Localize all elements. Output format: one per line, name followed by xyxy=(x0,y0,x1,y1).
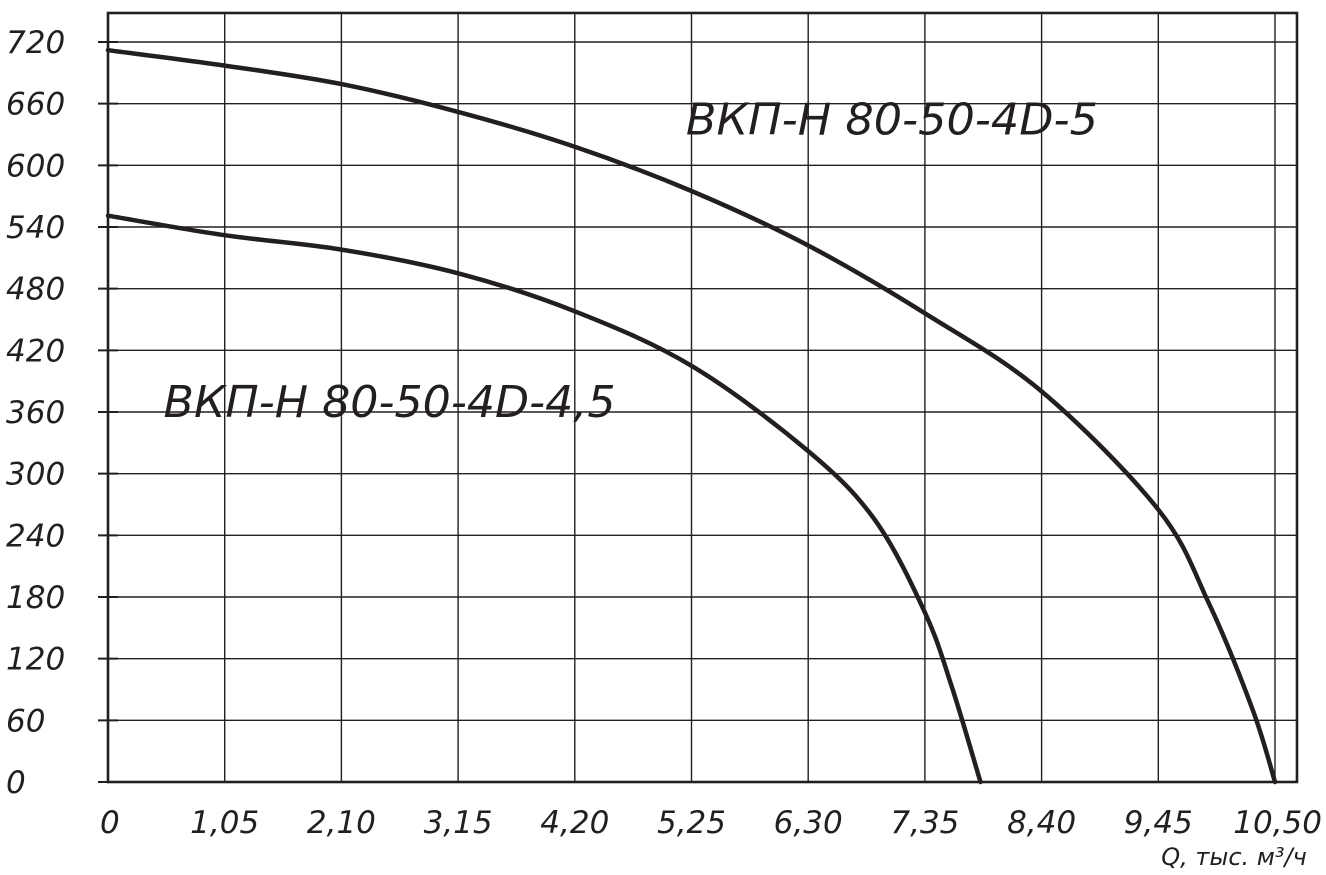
y-tick-label-3: 180 xyxy=(6,580,65,616)
x-axis-ticks: 0 1,05 2,10 3,15 4,20 5,25 6,30 7,35 8,40 9,45 10,… xyxy=(100,805,1322,841)
series-label-0: ВКП-Н 80-50-4D-5 xyxy=(686,95,1098,146)
x-tick-label-6: 6,30 xyxy=(774,805,843,841)
x-tick-label-3: 3,15 xyxy=(424,805,493,841)
x-tick-label-0: 0 xyxy=(100,805,120,841)
x-axis-title: Q, тыс. м³/ч xyxy=(1161,843,1307,871)
y-axis-ticks: 0 60 120 180 240 300 360 420 480 540 600 660 720 xyxy=(6,25,118,801)
y-tick-label-7: 420 xyxy=(6,333,65,369)
y-tick-label-9: 540 xyxy=(6,210,65,246)
y-tick-label-8: 480 xyxy=(6,272,65,308)
x-tick-label-8: 8,40 xyxy=(1007,805,1076,841)
y-tick-label-10: 600 xyxy=(6,148,65,184)
series-label-1: ВКП-Н 80-50-4D-4,5 xyxy=(164,377,616,428)
y-tick-label-0: 0 xyxy=(6,765,26,801)
y-tick-label-4: 240 xyxy=(6,518,65,554)
x-tick-label-10: 10,50 xyxy=(1233,805,1322,841)
x-tick-label-1: 1,05 xyxy=(190,805,259,841)
y-tick-label-11: 660 xyxy=(6,87,65,123)
y-tick-label-6: 360 xyxy=(6,395,65,431)
x-tick-label-2: 2,10 xyxy=(307,805,376,841)
y-tick-label-5: 300 xyxy=(6,457,65,493)
y-tick-label-2: 120 xyxy=(6,642,65,678)
x-tick-label-4: 4,20 xyxy=(540,805,609,841)
series-line-1 xyxy=(108,216,981,782)
x-tick-label-7: 7,35 xyxy=(890,805,959,841)
y-tick-label-1: 60 xyxy=(6,703,45,739)
y-tick-label-12: 720 xyxy=(6,25,65,61)
x-tick-label-9: 9,45 xyxy=(1124,805,1193,841)
x-tick-label-5: 5,25 xyxy=(657,805,726,841)
